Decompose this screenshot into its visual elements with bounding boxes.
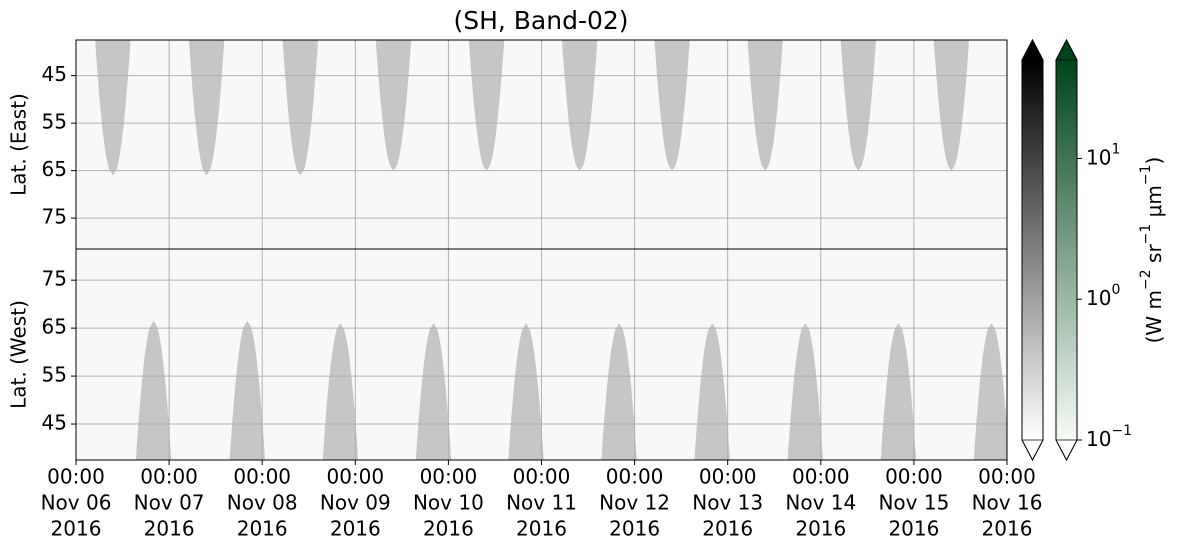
x-tick-label: 00:00 [420,465,478,489]
colorbar-extend-under [1021,439,1044,461]
colorbar-frame [1021,38,1044,462]
x-tick-label: 2016 [423,517,474,541]
y-tick-label: 45 [42,411,67,435]
label-text: μm [1142,185,1166,224]
x-tick-label: Nov 07 [134,491,205,515]
lobe [375,40,412,171]
lobe [880,323,917,460]
lobe [135,320,172,460]
y-axis-label: Lat. (West) [7,300,31,409]
lobe [322,323,359,460]
tick-exponent: 1 [1111,141,1120,157]
x-tick-label: 2016 [516,517,567,541]
y-tick-label: 55 [42,363,67,387]
label-sup: −1 [1138,164,1154,185]
lobe [282,40,318,176]
colorbar-extend-under [1055,439,1078,461]
x-tick-label: 2016 [888,517,939,541]
x-tick-label: Nov 06 [41,491,112,515]
colorbar-tick-label: 10−1 [1086,423,1132,451]
x-tick-label: 2016 [144,517,195,541]
x-tick-label: 00:00 [606,465,664,489]
lobe [562,40,598,171]
x-tick-label: 00:00 [978,465,1036,489]
x-tick-label: 00:00 [513,465,571,489]
tick-base: 10 [1086,427,1111,451]
x-tick-label: Nov 14 [785,491,856,515]
x-tick-label: Nov 08 [227,491,298,515]
y-tick-label: 55 [42,110,67,134]
lobe [933,40,970,171]
x-tick-label: 2016 [982,517,1033,541]
x-tick-label: Nov 15 [878,491,949,515]
label-text: sr [1142,244,1166,270]
colorbar-tick-label: 100 [1086,282,1120,310]
label-sup: −1 [1138,224,1154,245]
x-tick-label: 00:00 [140,465,198,489]
x-tick-label: 2016 [795,517,846,541]
y-tick-label: 65 [42,315,67,339]
x-tick-label: Nov 12 [599,491,670,515]
y-tick-label: 45 [42,62,67,86]
x-tick-label: Nov 09 [320,491,391,515]
x-tick-label: 00:00 [699,465,757,489]
y-tick-label: 75 [42,267,67,291]
lobe [747,40,783,171]
x-tick-label: 2016 [237,517,288,541]
x-tick-label: 2016 [609,517,660,541]
lobe [654,40,690,171]
lobe [601,323,637,460]
x-tick-label: 00:00 [47,465,105,489]
colorbar-extend-over [1021,39,1044,61]
x-tick-label: Nov 11 [506,491,577,515]
colorbar-tick-label: 101 [1086,141,1120,169]
y-axis-label: Lat. (East) [7,93,31,196]
label-sup: −2 [1138,269,1154,290]
x-tick-label: 00:00 [885,465,943,489]
label-text: (W m [1142,290,1166,343]
lobe [415,323,452,460]
lobe [468,40,505,171]
lobe [973,323,1007,460]
x-tick-label: 2016 [51,517,102,541]
colorbar-label: (W m−2 sr−1 μm−1) [1138,157,1166,344]
label-text: ) [1142,157,1166,165]
x-tick-label: Nov 16 [972,491,1043,515]
lobe [840,40,876,171]
tick-base: 10 [1086,286,1111,310]
lobe [787,323,823,460]
x-tick-label: Nov 13 [692,491,763,515]
tick-exponent: −1 [1111,423,1132,439]
x-tick-label: 00:00 [792,465,850,489]
x-tick-label: 00:00 [326,465,384,489]
lobe [508,323,544,460]
y-tick-label: 65 [42,157,67,181]
lobe [95,40,131,176]
colorbar [1022,60,1043,440]
x-tick-label: 00:00 [233,465,291,489]
colorbar [1056,60,1077,440]
tick-base: 10 [1086,145,1111,169]
x-tick-label: 2016 [330,517,381,541]
colorbar-extend-over [1055,39,1078,61]
x-tick-label: 2016 [702,517,753,541]
chart-title: (SH, Band-02) [453,6,628,35]
lobe [229,320,265,460]
x-tick-label: Nov 10 [413,491,484,515]
lobe [694,323,730,460]
lobe [188,40,225,176]
y-tick-label: 75 [42,205,67,229]
tick-exponent: 0 [1111,282,1120,298]
